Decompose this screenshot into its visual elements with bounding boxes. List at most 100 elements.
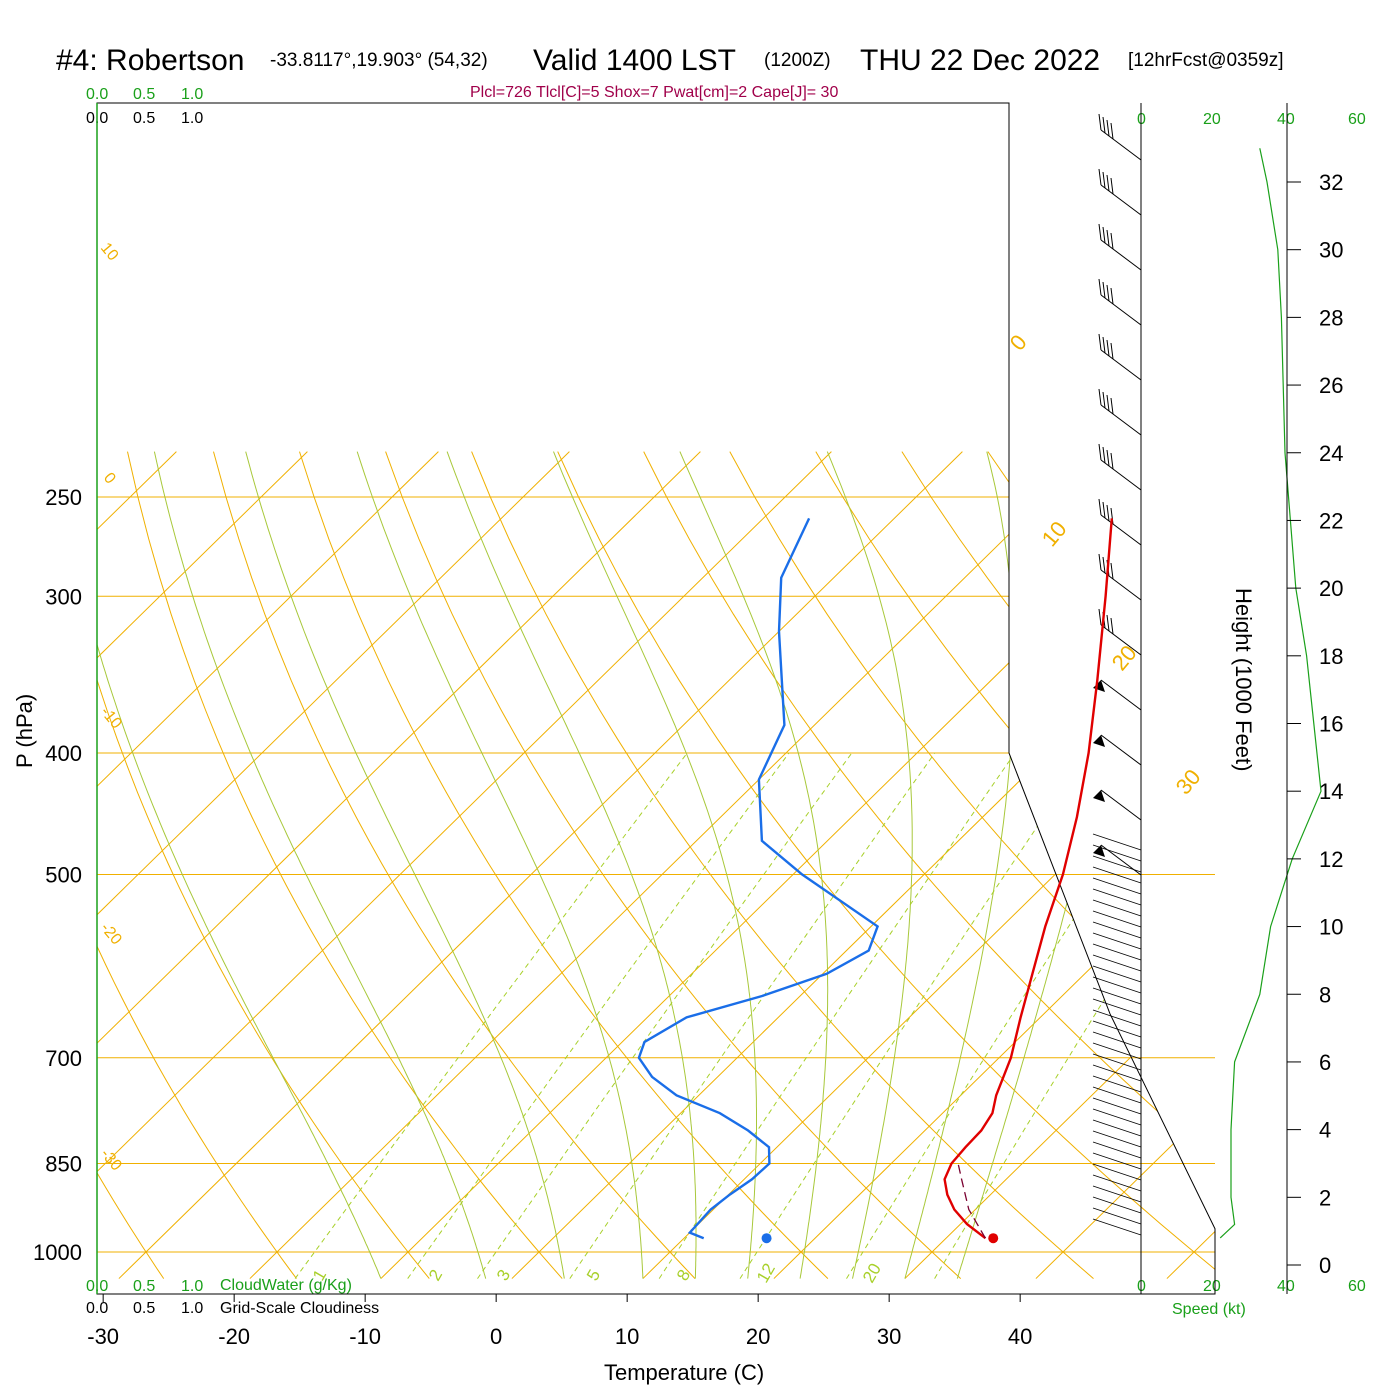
moist-adiabat-line — [679, 451, 829, 1279]
wind-barb-low — [1092, 833, 1142, 851]
bottom-cloudiness-tick: 1.0 — [181, 1300, 203, 1317]
barb-shaft — [1100, 404, 1142, 436]
dry-adiabat-line — [299, 451, 829, 1279]
barb-feather — [1098, 388, 1102, 406]
moist-adiabat-line — [446, 451, 697, 1279]
wind-barb — [1098, 223, 1142, 271]
isotherm-line — [97, 451, 832, 1279]
isotherm-line — [97, 451, 439, 1279]
mixing-ratio-label: 3 — [493, 1266, 514, 1284]
wind-barb — [1098, 278, 1142, 326]
isotherm-line — [1298, 452, 1400, 1279]
isotherm-line — [118, 451, 963, 1279]
dry-adiabat-lines — [0, 451, 1215, 1280]
isotherm-labels: 10 0 -10 -20 -30 0 10 20 30 — [97, 240, 1206, 1175]
dry-adiabat-line — [97, 451, 297, 1279]
wind-barb-low — [1092, 965, 1142, 983]
y-tick-label: 1000 — [33, 1240, 82, 1265]
mixing-ratio-lines — [294, 752, 1215, 1279]
wind-barb-low — [1092, 998, 1142, 1016]
isotherm-label: -20 — [97, 920, 125, 949]
isotherm-line — [97, 451, 308, 1279]
height-tick-label: 32 — [1319, 170, 1343, 195]
station-title: #4: Robertson — [56, 44, 244, 77]
height-tick-label: 0 — [1319, 1253, 1331, 1278]
barb-shaft — [1100, 624, 1142, 656]
barb-feather — [1106, 394, 1110, 412]
barb-feather — [1110, 122, 1114, 140]
parcel-trace — [957, 1163, 986, 1239]
wind-barb-low — [1092, 1031, 1142, 1049]
y-axis-label: P (hPa) — [12, 694, 37, 768]
dry-adiabat-line — [643, 451, 1215, 1279]
barb-feather — [1098, 443, 1102, 461]
mixing-ratio-label: 2 — [425, 1266, 446, 1284]
wind-barb — [1093, 789, 1142, 821]
barb-pennant — [1093, 790, 1105, 802]
isotherm-lines — [0, 451, 1400, 1279]
barb-feather — [1098, 223, 1102, 241]
wind-barb — [1098, 113, 1142, 161]
dry-adiabat-line — [1073, 451, 1215, 1280]
wind-barb-low — [1092, 1042, 1142, 1060]
barb-feather — [1098, 608, 1102, 626]
speed-tick-bottom: 20 — [1203, 1278, 1221, 1295]
dry-adiabat-line — [1159, 451, 1215, 1280]
speed-axis-label: Speed (kt) — [1172, 1301, 1246, 1318]
moist-adiabat-line — [356, 451, 644, 1279]
bottom-cloudwater-scale: 0.0 0.5 1.0 CloudWater (g/Kg) — [86, 1277, 352, 1295]
wind-barbs — [1092, 103, 1142, 1294]
isotherm-label-right: 20 — [1107, 640, 1142, 675]
barb-feather — [1110, 452, 1114, 470]
mixing-ratio-line — [934, 752, 1215, 1279]
barb-feather — [1102, 336, 1106, 354]
barb-feather — [1102, 501, 1106, 519]
height-tick-label: 16 — [1319, 712, 1343, 737]
isotherm-label-right: 30 — [1171, 764, 1206, 799]
isotherm-label: 0 — [100, 470, 119, 488]
wind-barb — [1093, 844, 1142, 876]
top-cloudwater-tick: 1.0 — [181, 86, 203, 103]
moist-adiabat-line — [245, 451, 565, 1279]
dry-adiabat-line — [385, 451, 962, 1279]
speed-profile-line — [1219, 148, 1322, 1239]
wind-barb-low — [1092, 1152, 1142, 1170]
moist-adiabat-line — [553, 451, 757, 1279]
x-axis-label: Temperature (C) — [604, 1360, 764, 1385]
barb-feather — [1110, 617, 1114, 635]
y-tick-label: 850 — [45, 1151, 82, 1176]
wind-barb — [1098, 333, 1142, 381]
barb-shaft — [1100, 239, 1142, 271]
surface-temperature-marker — [988, 1233, 999, 1244]
bottom-cloudiness-scale: 0.0 0.5 1.0 Grid-Scale Cloudiness — [86, 1300, 379, 1317]
dry-adiabat-line — [213, 451, 696, 1279]
x-tick-label: -10 — [349, 1324, 381, 1349]
barb-feather — [1110, 397, 1114, 415]
barb-feather — [1102, 171, 1106, 189]
mixing-ratio-line — [407, 752, 790, 1279]
moist-adiabat-lines — [97, 451, 1138, 1279]
isotherm-line — [0, 452, 45, 1279]
cloudiness-label: Grid-Scale Cloudiness — [220, 1300, 379, 1317]
dry-adiabat-line — [0, 452, 31, 1279]
wind-barb-low — [1092, 1130, 1142, 1148]
height-tick-label: 28 — [1319, 305, 1343, 330]
mixing-ratio-line — [846, 752, 1183, 1279]
dry-adiabat-line — [97, 451, 430, 1279]
barb-feather — [1098, 278, 1102, 296]
wind-barb-low — [1092, 1108, 1142, 1126]
height-tick-label: 30 — [1319, 238, 1343, 263]
moist-adiabat-line — [826, 451, 913, 1279]
height-axis-label: Height (1000 Feet) — [1231, 588, 1256, 771]
barb-shaft — [1100, 294, 1142, 326]
stability-indices: Plcl=726 Tlcl[C]=5 Shox=7 Pwat[cm]=2 Cap… — [470, 84, 838, 101]
height-tick-label: 22 — [1319, 508, 1343, 533]
barb-feather — [1106, 174, 1110, 192]
barb-feather — [1098, 113, 1102, 131]
x-tick-label: 20 — [746, 1324, 770, 1349]
wind-barb-low — [1092, 1174, 1142, 1192]
wind-barb — [1098, 498, 1142, 546]
barb-feather — [1106, 614, 1110, 632]
wind-barb-low — [1092, 844, 1142, 862]
wind-barb-low — [1092, 1207, 1142, 1225]
